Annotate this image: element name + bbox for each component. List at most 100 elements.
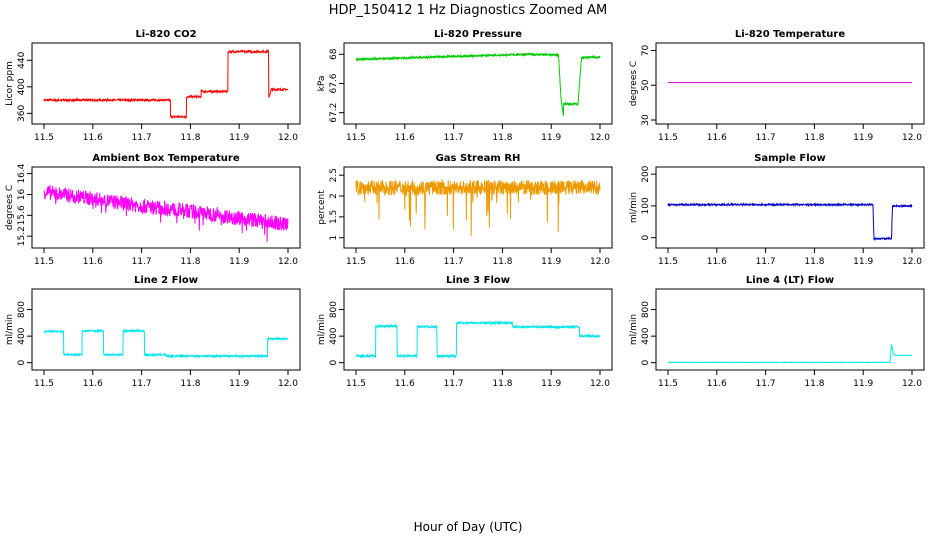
figure-title: HDP_150412 1 Hz Diagnostics Zoomed AM (329, 3, 608, 18)
y-tick-label: 0 (329, 360, 339, 366)
y-axis-label: ml/min (317, 314, 327, 345)
x-tick-label: 12.0 (902, 133, 922, 143)
x-tick-label: 11.6 (707, 257, 727, 267)
x-tick-label: 11.7 (132, 379, 152, 389)
series-line (43, 328, 289, 359)
chart-panel: Li-820 CO2 11.5 11.6 11.7 11.8 11.9 12.0 360 400… (5, 29, 301, 143)
y-axis-label: percent (317, 190, 327, 225)
chart-panel: Li-820 Temperature 11.5 11.6 11.7 11.8 11.9 12… (629, 29, 925, 143)
y-tick-label: 200 (641, 165, 651, 182)
panel-title: Line 2 Flow (134, 275, 198, 286)
x-tick-label: 12.0 (590, 379, 610, 389)
x-tick-label: 11.5 (658, 133, 678, 143)
y-tick-label: 2 (329, 193, 339, 199)
x-tick-label: 11.8 (180, 133, 200, 143)
x-tick-label: 11.6 (395, 133, 415, 143)
y-tick-label: 15.2 (17, 226, 27, 246)
x-tick-label: 11.7 (132, 257, 152, 267)
y-tick-label: 400 (17, 327, 27, 344)
plot-frame (655, 166, 925, 249)
x-tick-label: 12.0 (278, 379, 298, 389)
x-tick-label: 11.6 (83, 257, 103, 267)
y-tick-label: 0 (641, 235, 651, 241)
x-tick-label: 11.9 (853, 133, 873, 143)
panel-title: Line 4 (LT) Flow (746, 275, 834, 286)
y-tick-label: 0 (641, 360, 651, 366)
chart-panel: Line 4 (LT) Flow 11.5 11.6 11.7 11.8 11.9 12.0… (629, 275, 925, 389)
series-line (43, 48, 289, 120)
x-tick-label: 11.6 (83, 133, 103, 143)
plot-frame (343, 166, 613, 249)
x-tick-label: 12.0 (278, 257, 298, 267)
x-tick-label: 11.7 (132, 133, 152, 143)
y-tick-label: 1.5 (329, 210, 339, 224)
x-tick-label: 12.0 (590, 133, 610, 143)
plot-frame (343, 288, 613, 371)
series-line (667, 343, 913, 364)
x-tick-label: 11.5 (34, 133, 54, 143)
x-tick-label: 11.7 (756, 257, 776, 267)
y-tick-label: 0 (17, 360, 27, 366)
y-tick-label: 70 (641, 44, 651, 56)
series-line (667, 201, 913, 242)
panel-title: Ambient Box Temperature (92, 153, 239, 164)
x-tick-label: 11.9 (229, 133, 249, 143)
x-tick-label: 11.7 (444, 133, 464, 143)
y-tick-label: 800 (641, 301, 651, 318)
y-tick-label: 400 (17, 78, 27, 95)
panel-title: Sample Flow (754, 153, 826, 164)
y-tick-label: 360 (17, 105, 27, 122)
series-line (355, 51, 601, 116)
plot-frame (655, 288, 925, 371)
x-tick-label: 11.6 (83, 379, 103, 389)
x-tick-label: 11.8 (804, 257, 824, 267)
x-tick-label: 11.9 (229, 379, 249, 389)
x-tick-label: 11.9 (541, 257, 561, 267)
series-line (355, 178, 601, 237)
x-tick-label: 11.9 (541, 379, 561, 389)
chart-panel: Line 3 Flow 11.5 11.6 11.7 11.8 11.9 12.0 0 400 8… (317, 275, 613, 389)
y-axis-label: ml/min (629, 192, 639, 223)
x-tick-label: 11.8 (180, 379, 200, 389)
x-tick-label: 11.6 (395, 379, 415, 389)
x-tick-label: 11.5 (34, 379, 54, 389)
panel-title: Li-820 CO2 (135, 29, 196, 40)
y-tick-label: 15.6 (17, 205, 27, 225)
plot-frame (31, 42, 301, 125)
x-tick-label: 11.5 (658, 379, 678, 389)
x-tick-label: 11.8 (804, 133, 824, 143)
plot-frame (343, 42, 613, 125)
y-tick-label: 68 (329, 48, 339, 60)
y-axis-label: ml/min (5, 314, 15, 345)
panel-title: Gas Stream RH (436, 153, 521, 164)
x-tick-label: 11.9 (853, 257, 873, 267)
panel-title: Li-820 Temperature (735, 29, 845, 40)
plot-frame (655, 42, 925, 125)
x-tick-label: 11.8 (804, 379, 824, 389)
y-axis-label: Licor ppm (5, 61, 15, 106)
x-tick-label: 11.7 (444, 257, 464, 267)
chart-panel: Line 2 Flow 11.5 11.6 11.7 11.8 11.9 12.0 0 400 8… (5, 275, 301, 389)
y-axis-label: degrees C (5, 185, 15, 230)
plot-frame (31, 166, 301, 249)
y-tick-label: 800 (329, 301, 339, 318)
panel-title: Line 3 Flow (446, 275, 510, 286)
x-tick-label: 12.0 (278, 133, 298, 143)
y-tick-label: 16.4 (17, 163, 27, 183)
series-line (355, 320, 601, 359)
x-tick-label: 11.5 (346, 379, 366, 389)
y-tick-label: 67.2 (329, 103, 339, 123)
x-tick-label: 11.8 (492, 379, 512, 389)
y-tick-label: 16 (17, 188, 27, 200)
chart-panel: Sample Flow 11.5 11.6 11.7 11.8 11.9 12.0 0 100 2… (629, 153, 925, 267)
x-tick-label: 12.0 (590, 257, 610, 267)
y-tick-label: 800 (17, 301, 27, 318)
chart-panel: Li-820 Pressure 11.5 11.6 11.7 11.8 11.9 12.0 6… (317, 29, 613, 143)
x-tick-label: 11.7 (756, 379, 776, 389)
x-tick-label: 12.0 (902, 379, 922, 389)
y-tick-label: 400 (641, 327, 651, 344)
y-tick-label: 400 (329, 327, 339, 344)
